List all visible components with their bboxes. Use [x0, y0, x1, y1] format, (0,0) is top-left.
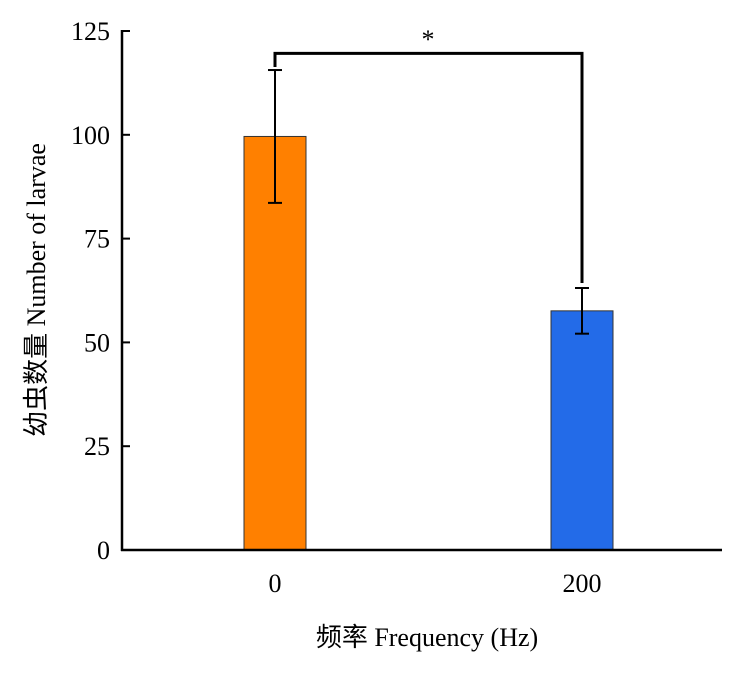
significance-label: *: [422, 25, 435, 54]
significance-bracket: [273, 51, 584, 284]
error-bar-200: [575, 287, 589, 335]
bar-0: [243, 135, 307, 551]
x-axis-label: 频率 Frequency (Hz): [316, 623, 538, 652]
y-tick-label: 100: [71, 121, 110, 150]
x-tick-label: 0: [269, 569, 282, 598]
bar-200: [550, 310, 614, 551]
y-tick-label: 0: [97, 536, 110, 565]
y-tick-label: 25: [84, 432, 110, 461]
y-axis-label: 幼虫数量 Number of larvae: [22, 143, 51, 437]
y-tick-label: 50: [84, 328, 110, 357]
x-tick-label: 200: [563, 569, 602, 598]
y-tick-label: 125: [71, 17, 110, 46]
error-bar-0: [268, 69, 282, 204]
y-tick-label: 75: [84, 225, 110, 254]
